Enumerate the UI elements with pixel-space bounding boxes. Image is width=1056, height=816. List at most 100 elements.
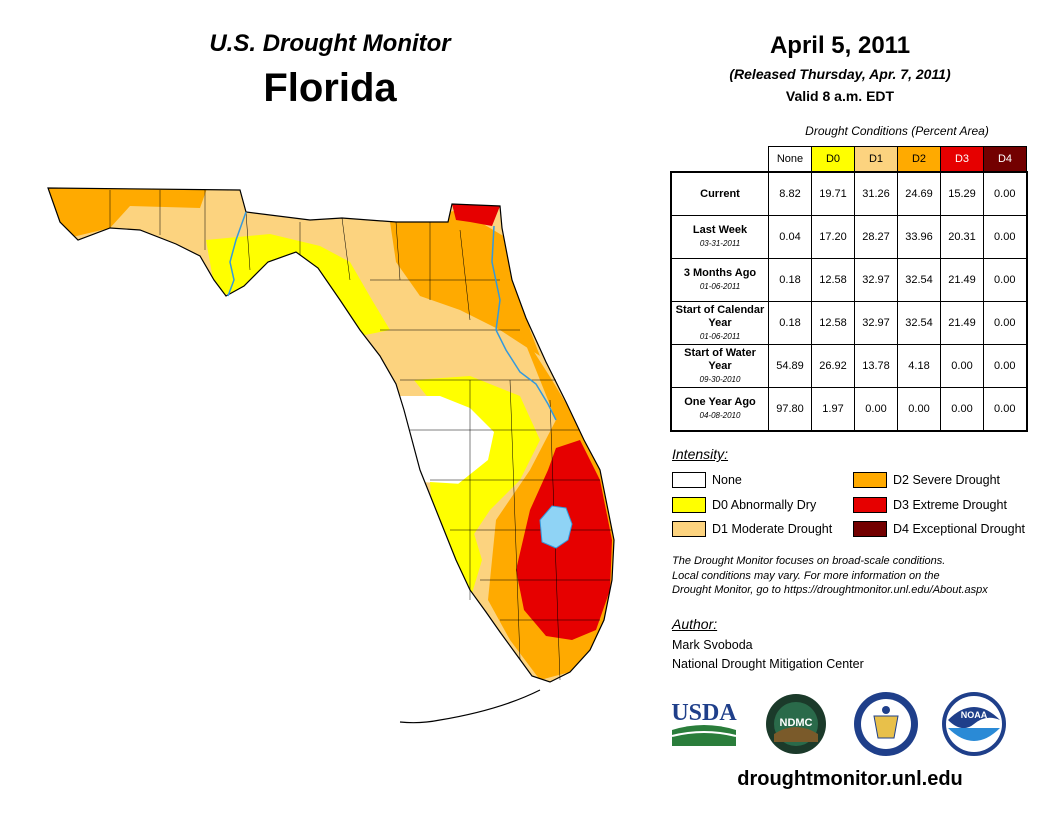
legend-swatch [853,497,887,513]
table-cell: 0.00 [983,344,1028,388]
legend-title: Intensity: [672,446,729,462]
table-cell: 54.89 [768,344,812,388]
table-cell: 0.18 [768,258,812,302]
d2-northeast-region [390,210,540,356]
table-cell: 31.26 [854,171,898,216]
table-cell: 0.00 [854,387,898,432]
row-label: Last Week 03-31-2011 [670,215,769,259]
legend-item-d0: D0 Abnormally Dry [672,497,816,513]
legend-swatch [853,472,887,488]
row-label-text: Start of Calendar Year [675,303,765,329]
release-date: (Released Thursday, Apr. 7, 2011) [729,66,951,82]
table-cell: 0.00 [983,258,1028,302]
website-link[interactable]: droughtmonitor.unl.edu [737,768,963,790]
legend-label: D1 Moderate Drought [712,522,833,536]
legend-item-d3: D3 Extreme Drought [853,497,1007,513]
col-header: D4 [983,146,1027,173]
col-header: D1 [854,146,898,173]
legend-item-d2: D2 Severe Drought [853,472,1000,488]
agency-logos: USDA NDMC NOAA [671,692,1006,756]
table-cell: 32.54 [897,301,941,345]
usda-logo-text: USDA [671,700,737,726]
legend-label: None [712,473,742,487]
noaa-logo: NOAA [942,692,1006,756]
table-cell: 12.58 [811,258,855,302]
row-date: 01-06-2011 [699,331,741,341]
table-cell: 0.00 [983,301,1028,345]
table-cell: 32.97 [854,301,898,345]
table-corner [671,147,769,173]
table-cell: 28.27 [854,215,898,259]
row-label-text: Start of Water Year [684,346,756,372]
apalachicola-river [227,211,247,297]
table-cell: 12.58 [811,301,855,345]
table-cell: 0.04 [768,215,812,259]
row-label: Current [670,171,769,216]
d3-north-region [452,204,500,226]
table-cell: 21.49 [940,301,984,345]
table-cell: 33.96 [897,215,941,259]
table-cell: 0.00 [897,387,941,432]
col-header: None [768,146,812,173]
map-subtitle: U.S. Drought Monitor [209,30,451,57]
table-row: One Year Ago 04-08-2010 97.80 1.97 0.00 0.00 0… [670,387,1028,432]
table-cell: 32.97 [854,258,898,302]
valid-time: Valid 8 a.m. EDT [785,88,895,104]
table-cell: 0.00 [983,171,1028,216]
col-header: D0 [811,146,855,173]
lake-okeechobee [539,505,573,549]
row-label-text: One Year Ago [684,396,756,408]
legend-item-d1: D1 Moderate Drought [672,521,832,537]
author-heading: Author: [672,616,718,632]
legend-item-none: None [672,472,742,488]
legend-label: D4 Exceptional Drought [893,522,1026,536]
author-organization: National Drought Mitigation Center [672,657,864,671]
table-cell: 4.18 [897,344,941,388]
note-line: Local conditions may vary. For more info… [672,569,940,582]
legend-label: D0 Abnormally Dry [712,498,817,512]
row-label-text: Last Week [692,224,748,236]
table-cell: 17.20 [811,215,855,259]
table-cell: 20.31 [940,215,984,259]
map-title: Florida [263,66,397,110]
legend-swatch [672,472,706,488]
table-cell: 0.00 [983,387,1028,432]
row-label-text: Current [700,187,740,200]
note-line: The Drought Monitor focuses on broad-sca… [672,555,946,567]
row-label-text: 3 Months Ago [683,267,757,279]
florida-keys [399,689,541,724]
legend-swatch [853,521,887,537]
d2-panhandle-region [48,188,210,240]
legend-label: D3 Extreme Drought [893,498,1007,512]
table-cell: 15.29 [940,171,984,216]
row-label: 3 Months Ago 01-06-2011 [670,258,769,302]
table-cell: 13.78 [854,344,898,388]
florida-drought-map [47,187,615,724]
table-cell: 19.71 [811,171,855,216]
ndmc-logo-text: NDMC [780,717,813,729]
disclaimer-note: The Drought Monitor focuses on broad-sca… [672,554,1042,598]
table-title: Drought Conditions (Percent Area) [805,124,989,138]
table-cell: 32.54 [897,258,941,302]
legend-item-d4: D4 Exceptional Drought [853,521,1025,537]
d0-southwest-region [430,482,482,600]
state-outline [47,187,615,683]
table-cell: 0.00 [940,387,984,432]
drought-conditions-table: None D0 D1 D2 D3 D4 Current 8.82 19.71 31.2… [670,146,1028,432]
legend-label: D2 Severe Drought [893,473,1001,487]
report-date: April 5, 2011 [769,32,911,59]
none-region [400,396,494,484]
usda-logo: USDA [671,700,737,746]
table-cell: 24.69 [897,171,941,216]
legend-swatch [672,521,706,537]
table-row: Start of Water Year 09-30-2010 54.89 26.92 1… [670,344,1028,388]
table-cell: 0.18 [768,301,812,345]
author-name: Mark Svoboda [672,638,753,652]
commerce-seal-logo [854,692,918,756]
ndmc-logo: NDMC [766,694,826,754]
table-cell: 0.00 [983,215,1028,259]
table-cell: 8.82 [768,171,812,216]
table-cell: 26.92 [811,344,855,388]
col-header: D3 [940,146,984,173]
row-date: 03-31-2011 [699,239,741,248]
